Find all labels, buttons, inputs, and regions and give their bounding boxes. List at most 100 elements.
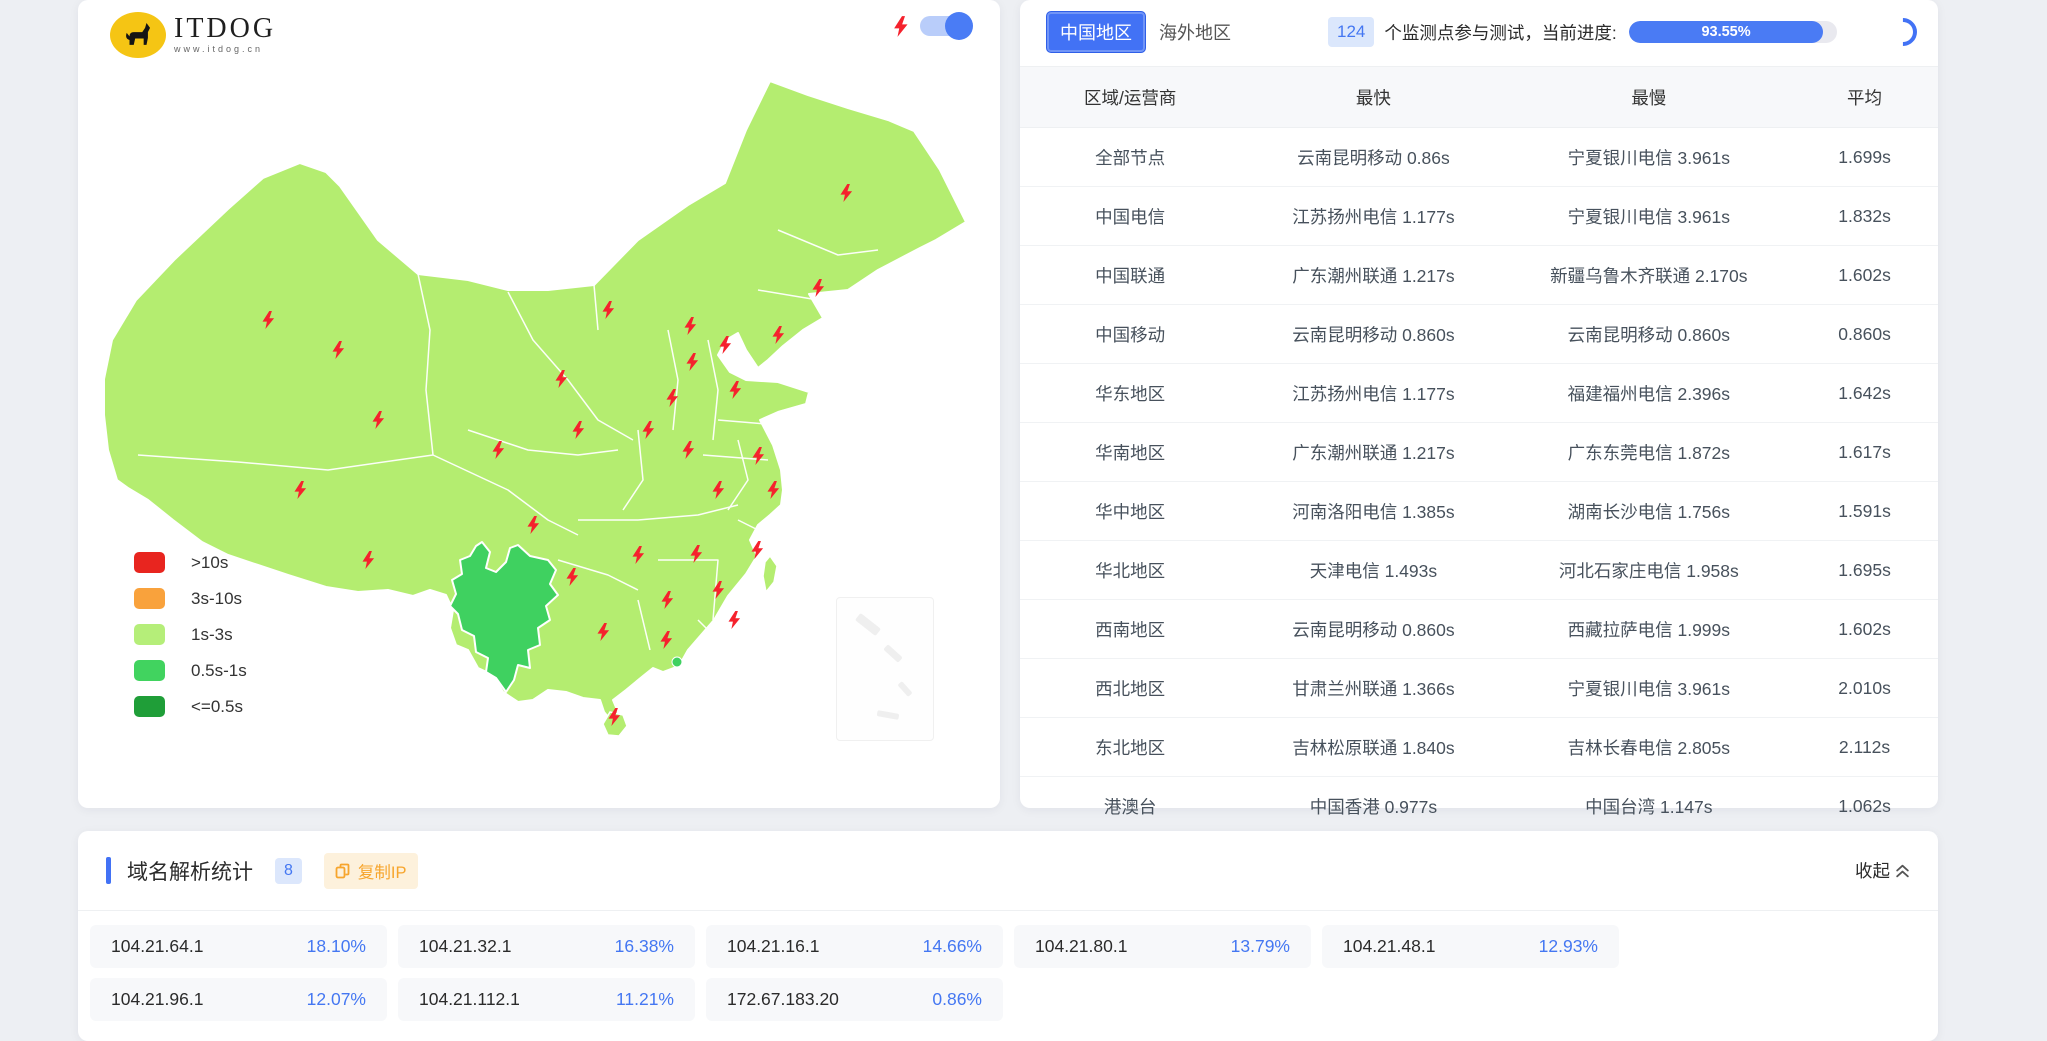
ip-percentage: 12.93%	[1538, 936, 1598, 956]
ip-chip[interactable]: 104.21.112.1 11.21%	[398, 978, 695, 1021]
loading-spinner-icon	[1882, 12, 1923, 52]
logo-title: ITDOG	[174, 13, 277, 44]
lightning-marker-icon	[728, 611, 741, 629]
table-row: 西南地区 云南昆明移动 0.860s 西藏拉萨电信 1.999s 1.602s	[1020, 599, 1938, 659]
table-cell: 云南昆明移动 0.860s	[1240, 304, 1507, 364]
legend-swatch	[134, 624, 165, 645]
legend-swatch	[134, 696, 165, 717]
table-cell: 云南昆明移动 0.860s	[1240, 599, 1507, 659]
table-row: 中国移动 云南昆明移动 0.860s 云南昆明移动 0.860s 0.860s	[1020, 304, 1938, 364]
table-row: 西北地区 甘肃兰州联通 1.366s 宁夏银川电信 3.961s 2.010s	[1020, 658, 1938, 718]
copy-ip-button[interactable]: 复制IP	[323, 852, 418, 889]
ip-percentage: 13.79%	[1230, 936, 1290, 956]
table-cell: 广东潮州联通 1.217s	[1240, 422, 1507, 482]
ip-percentage: 16.38%	[614, 936, 674, 956]
copy-icon	[335, 863, 350, 878]
legend-item: >10s	[134, 552, 247, 573]
monitor-count-badge: 124	[1328, 17, 1375, 47]
table-row: 华中地区 河南洛阳电信 1.385s 湖南长沙电信 1.756s 1.591s	[1020, 481, 1938, 541]
legend-item: <=0.5s	[134, 696, 247, 717]
table-cell: 宁夏银川电信 3.961s	[1506, 658, 1792, 718]
results-header: 中国地区 海外地区 124 个监测点参与测试，当前进度: 93.55%	[1020, 0, 1938, 54]
table-cell: 1.591s	[1791, 481, 1938, 541]
table-cell: 湖南长沙电信 1.756s	[1506, 481, 1792, 541]
copy-ip-label: 复制IP	[357, 863, 407, 882]
col-header-slowest: 最慢	[1506, 66, 1792, 128]
progress-bar: 93.55%	[1628, 21, 1837, 43]
ip-chip[interactable]: 104.21.64.1 18.10%	[90, 925, 387, 968]
section-accent-bar	[106, 857, 111, 884]
ip-chip[interactable]: 104.21.96.1 12.07%	[90, 978, 387, 1021]
table-cell: 广东潮州联通 1.217s	[1240, 245, 1507, 305]
table-cell: 甘肃兰州联通 1.366s	[1240, 658, 1507, 718]
table-cell: 河北石家庄电信 1.958s	[1506, 540, 1792, 600]
table-cell: 1.695s	[1791, 540, 1938, 600]
toggle-knob[interactable]	[945, 12, 973, 40]
dog-icon	[126, 22, 151, 45]
results-table: 区域/运营商 最快 最慢 平均 全部节点 云南昆明移动 0.86s 宁夏银川电信 3…	[1020, 66, 1938, 836]
mainland-shape[interactable]	[103, 80, 967, 725]
table-cell: 2.010s	[1791, 658, 1938, 718]
table-cell: 西南地区	[1020, 599, 1241, 659]
legend-label: 1s-3s	[191, 624, 233, 644]
ip-percentage: 18.10%	[306, 936, 366, 956]
table-cell: 河南洛阳电信 1.385s	[1240, 481, 1507, 541]
ip-chip[interactable]: 104.21.48.1 12.93%	[1322, 925, 1619, 968]
table-row: 华南地区 广东潮州联通 1.217s 广东东莞电信 1.872s 1.617s	[1020, 422, 1938, 482]
col-header-average: 平均	[1791, 66, 1938, 128]
logo-subtitle: www.itdog.cn	[174, 44, 264, 54]
ip-chip[interactable]: 104.21.80.1 13.79%	[1014, 925, 1311, 968]
table-row: 港澳台 中国香港 0.977s 中国台湾 1.147s 1.062s	[1020, 776, 1938, 836]
results-table-header-row: 区域/运营商 最快 最慢 平均	[1020, 66, 1938, 128]
table-cell: 1.617s	[1791, 422, 1938, 482]
itdog-logo[interactable]: ITDOG www.itdog.cn	[110, 12, 276, 58]
highlight-dot	[671, 656, 683, 668]
ip-address: 104.21.16.1	[727, 936, 820, 956]
tab-china-region[interactable]: 中国地区	[1046, 11, 1146, 53]
yunnan-province-shape[interactable]	[449, 541, 559, 693]
ip-chip[interactable]: 104.21.16.1 14.66%	[706, 925, 1003, 968]
table-row: 中国电信 江苏扬州电信 1.177s 宁夏银川电信 3.961s 1.832s	[1020, 186, 1938, 246]
table-cell: 华南地区	[1020, 422, 1241, 482]
legend-label: >10s	[191, 552, 229, 572]
table-cell: 1.699s	[1791, 127, 1938, 187]
table-cell: 全部节点	[1020, 127, 1241, 187]
table-cell: 港澳台	[1020, 776, 1241, 836]
map-toggle[interactable]	[920, 12, 973, 40]
progress-fill: 93.55%	[1628, 21, 1824, 43]
table-cell: 新疆乌鲁木齐联通 2.170s	[1506, 245, 1792, 305]
table-cell: 西北地区	[1020, 658, 1241, 718]
table-cell: 中国移动	[1020, 304, 1241, 364]
ip-percentage: 11.21%	[615, 989, 674, 1009]
table-cell: 1.642s	[1791, 363, 1938, 423]
col-header-fastest: 最快	[1240, 66, 1507, 128]
table-cell: 吉林松原联通 1.840s	[1240, 717, 1507, 777]
legend-label: 3s-10s	[191, 588, 243, 608]
table-cell: 中国香港 0.977s	[1240, 776, 1507, 836]
lightning-icon	[894, 15, 908, 37]
taiwan-shape[interactable]	[762, 554, 778, 594]
dns-section-title: 域名解析统计	[127, 860, 253, 884]
table-cell: 广东东莞电信 1.872s	[1506, 422, 1792, 482]
table-row: 华东地区 江苏扬州电信 1.177s 福建福州电信 2.396s 1.642s	[1020, 363, 1938, 423]
table-cell: 华北地区	[1020, 540, 1241, 600]
collapse-button[interactable]: 收起	[1855, 858, 1910, 883]
south-china-sea-inset	[836, 597, 934, 741]
map-legend: >10s 3s-10s 1s-3s 0.5s-1s <=0.5s	[134, 552, 247, 717]
ip-address: 104.21.48.1	[1343, 936, 1436, 956]
legend-item: 3s-10s	[134, 588, 247, 609]
tab-overseas-region[interactable]: 海外地区	[1159, 23, 1231, 43]
ip-chip[interactable]: 172.67.183.20 0.86%	[706, 978, 1003, 1021]
dns-count-badge: 8	[275, 857, 302, 884]
map-panel: ITDOG www.itdog.cn >10s 3s-10s 1s-3s 0.5s-1…	[78, 0, 1000, 808]
ip-address: 104.21.32.1	[419, 936, 512, 956]
table-cell: 1.602s	[1791, 599, 1938, 659]
ip-address: 104.21.80.1	[1035, 936, 1128, 956]
china-map[interactable]	[78, 0, 1000, 808]
table-cell: 中国联通	[1020, 245, 1241, 305]
ip-chip[interactable]: 104.21.32.1 16.38%	[398, 925, 695, 968]
dns-stats-panel: 域名解析统计 8 复制IP 收起 104.21.64.1 18.10% 104.21…	[78, 831, 1938, 1041]
table-cell: 江苏扬州电信 1.177s	[1240, 363, 1507, 423]
table-cell: 华中地区	[1020, 481, 1241, 541]
legend-label: 0.5s-1s	[191, 660, 247, 680]
